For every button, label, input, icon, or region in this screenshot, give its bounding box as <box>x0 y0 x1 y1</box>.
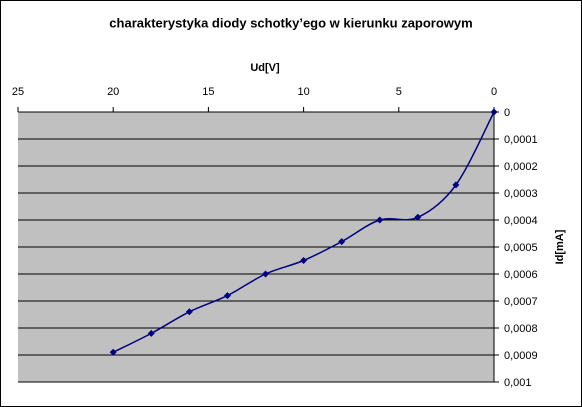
data-point <box>338 238 346 246</box>
x-tick-label: 20 <box>107 86 119 98</box>
y-tick-label: 0,0006 <box>504 269 538 281</box>
data-point <box>185 308 193 316</box>
y-tick-label: 0,0001 <box>504 134 538 146</box>
y-axis-title: Id[mA] <box>554 229 566 264</box>
y-tick-label: 0,0003 <box>504 188 538 200</box>
x-axis-title: Ud[V] <box>250 62 280 74</box>
chart-title: charakterystyka diody schotky’ego w kier… <box>109 15 472 30</box>
y-tick-label: 0,001 <box>504 377 532 389</box>
y-tick-label: 0,0005 <box>504 242 538 254</box>
y-tick-label: 0,0004 <box>504 215 538 227</box>
data-point <box>452 181 460 189</box>
data-point <box>223 292 231 300</box>
x-tick-label: 0 <box>491 86 497 98</box>
data-point <box>376 216 384 224</box>
x-tick-label: 25 <box>12 86 24 98</box>
y-tick-label: 0,0002 <box>504 161 538 173</box>
data-point <box>414 213 422 221</box>
data-point <box>490 108 498 116</box>
x-tick-label: 5 <box>396 86 402 98</box>
y-tick-label: 0,0007 <box>504 296 538 308</box>
data-point <box>109 348 117 356</box>
data-point <box>262 270 270 278</box>
y-tick-label: 0 <box>504 107 510 119</box>
y-tick-label: 0,0009 <box>504 350 538 362</box>
x-tick-label: 15 <box>202 86 214 98</box>
data-point <box>147 329 155 337</box>
x-tick-label: 10 <box>297 86 309 98</box>
data-point <box>300 257 308 264</box>
y-tick-label: 0,0008 <box>504 323 538 335</box>
